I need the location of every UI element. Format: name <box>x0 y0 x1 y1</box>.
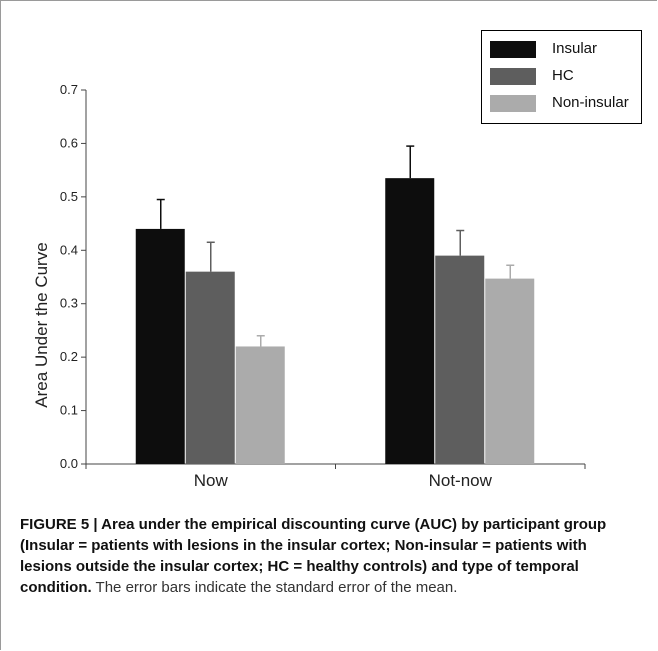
y-tick-label: 0.3 <box>60 296 78 311</box>
x-tick-label: Now <box>194 471 229 490</box>
bar <box>385 178 435 464</box>
x-axis: Now Not-now <box>85 463 586 490</box>
legend-swatch-non-insular <box>490 95 536 112</box>
bar-chart: 0.0 0.1 0.2 0.3 0.4 0.5 0.6 0.7 Now Not-now Area… <box>32 82 586 490</box>
caption-text: The error bars indicate the standard err… <box>91 579 458 596</box>
legend-label-hc: HC <box>552 67 574 84</box>
y-tick-label: 0.6 <box>60 135 78 150</box>
bar <box>235 346 285 464</box>
y-axis: 0.0 0.1 0.2 0.3 0.4 0.5 0.6 0.7 <box>60 82 87 471</box>
figure-caption: FIGURE 5 | Area under the empirical disc… <box>20 514 640 598</box>
bar <box>185 271 235 464</box>
y-tick-label: 0.7 <box>60 82 78 97</box>
y-tick-label: 0.1 <box>60 403 78 418</box>
caption-title: FIGURE 5 | Area under the empirical disc… <box>20 516 607 596</box>
y-axis-label: Area Under the Curve <box>32 242 51 407</box>
y-tick-label: 0.2 <box>60 349 78 364</box>
legend-label-non-insular: Non-insular <box>552 94 629 111</box>
y-tick-label: 0.5 <box>60 189 78 204</box>
y-tick-label: 0.4 <box>60 242 78 257</box>
bar <box>435 255 485 464</box>
legend-swatch-hc <box>490 68 536 85</box>
legend-label-insular: Insular <box>552 40 598 57</box>
y-tick-label: 0.0 <box>60 456 78 471</box>
bar <box>485 278 535 464</box>
bar <box>135 228 185 464</box>
x-tick-label: Not-now <box>429 471 493 490</box>
legend-swatch-insular <box>490 41 536 58</box>
bars <box>135 145 535 464</box>
legend: Insular HC Non-insular <box>481 30 642 124</box>
